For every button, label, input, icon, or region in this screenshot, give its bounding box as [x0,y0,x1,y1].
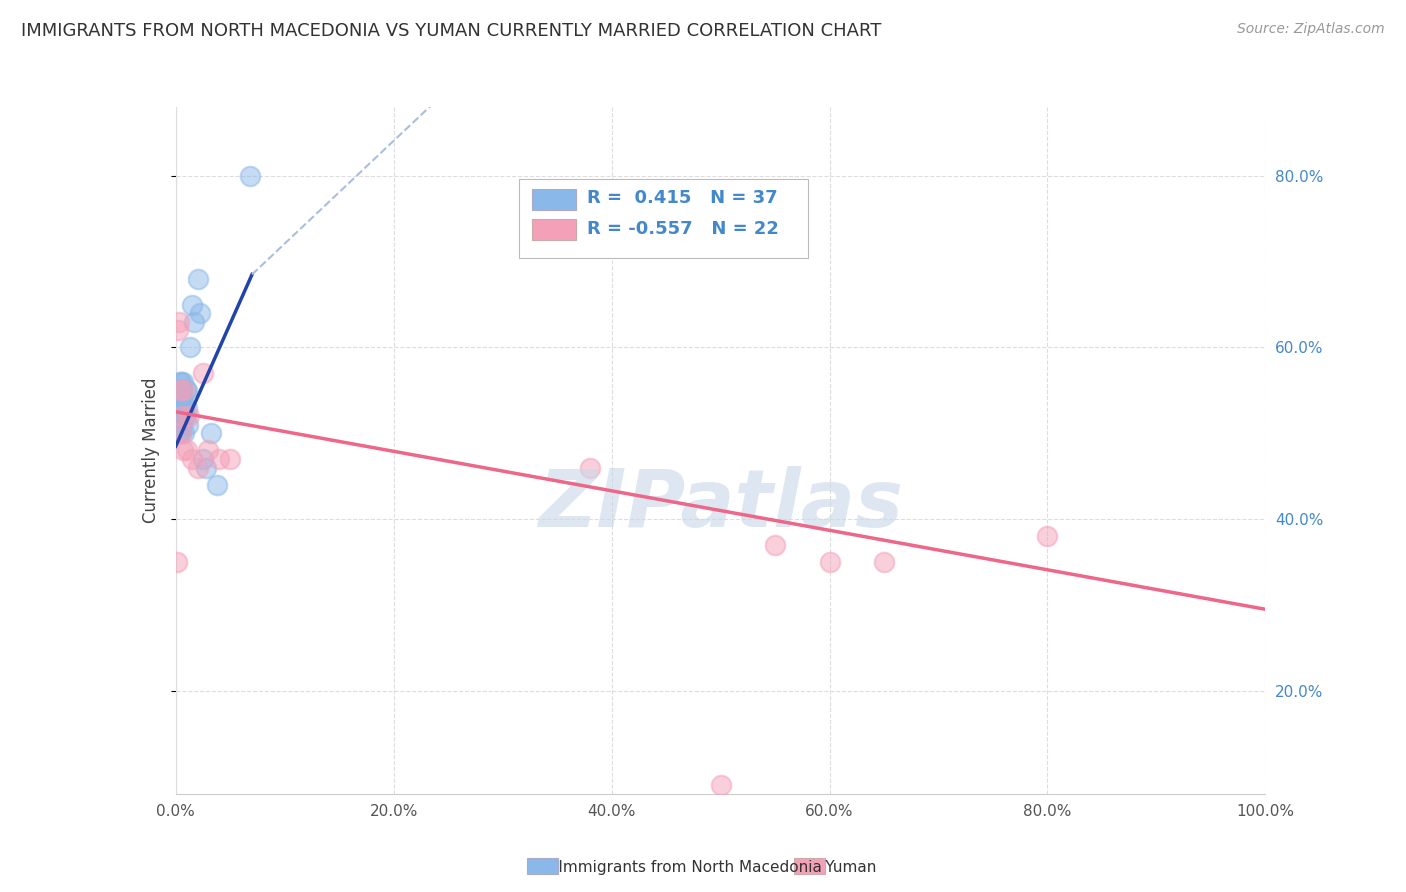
Point [181,452,204,467]
Point [169,384,191,398]
Point [174,409,197,424]
Point [191,366,214,380]
Point [239,169,262,183]
Point [197,443,219,458]
Point [873,555,896,569]
FancyBboxPatch shape [527,858,558,874]
Point [169,392,191,406]
Point [167,315,190,329]
Point [188,306,211,320]
Point [170,409,193,424]
Text: IMMIGRANTS FROM NORTH MACEDONIA VS YUMAN CURRENTLY MARRIED CORRELATION CHART: IMMIGRANTS FROM NORTH MACEDONIA VS YUMAN… [21,22,882,40]
Point [205,478,228,492]
Point [170,426,193,441]
Point [172,392,194,406]
Point [169,417,191,432]
Point [169,375,191,389]
Point [170,426,193,441]
Point [173,384,195,398]
Point [1036,529,1059,543]
Point [166,555,188,569]
Point [172,417,194,432]
Point [167,384,190,398]
Point [167,409,190,424]
Point [177,417,200,432]
Point [173,401,195,415]
Point [166,384,188,398]
FancyBboxPatch shape [794,858,825,874]
Point [174,384,197,398]
Text: Source: ZipAtlas.com: Source: ZipAtlas.com [1237,22,1385,37]
Point [200,426,222,441]
FancyBboxPatch shape [531,219,575,240]
Point [172,409,194,424]
Point [167,426,190,441]
Text: Yuman: Yuman [801,860,877,874]
Point [172,375,194,389]
Point [166,401,188,415]
Text: Immigrants from North Macedonia: Immigrants from North Macedonia [534,860,823,874]
FancyBboxPatch shape [519,179,808,258]
Point [176,401,198,415]
Point [179,340,201,354]
Point [183,315,205,329]
Point [579,460,602,475]
Point [186,271,209,285]
Point [172,443,194,458]
Point [167,401,190,415]
Point [195,460,218,475]
Point [186,460,209,475]
Point [176,443,198,458]
Text: ZIPatlas: ZIPatlas [538,467,903,544]
Y-axis label: Currently Married: Currently Married [142,377,160,524]
Point [177,409,200,424]
Point [170,375,193,389]
Point [181,297,204,311]
Point [176,384,198,398]
Text: R =  0.415   N = 37: R = 0.415 N = 37 [586,189,778,207]
Point [167,323,190,337]
Point [208,452,231,467]
Point [167,392,190,406]
Point [170,392,193,406]
Text: R = -0.557   N = 22: R = -0.557 N = 22 [586,219,779,237]
Point [173,426,195,441]
Point [172,401,194,415]
FancyBboxPatch shape [531,189,575,211]
Point [818,555,841,569]
Point [172,384,194,398]
Point [219,452,242,467]
Point [172,409,194,424]
Point [191,452,214,467]
Point [710,778,733,792]
Point [763,538,786,552]
